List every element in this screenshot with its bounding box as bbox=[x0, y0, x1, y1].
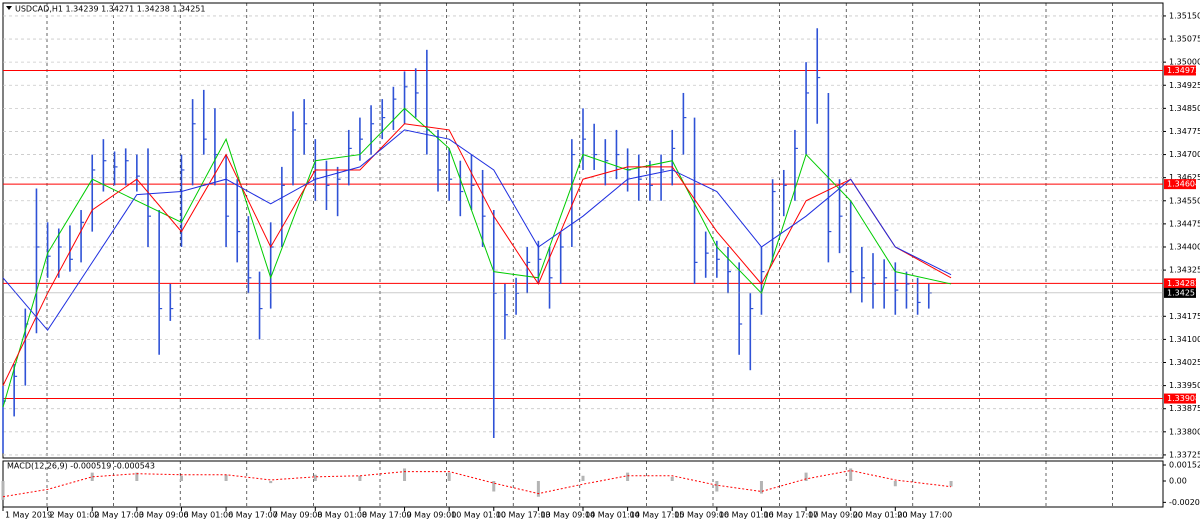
last-price-label: 1.34251 bbox=[1167, 288, 1200, 297]
level-label-bg bbox=[1164, 179, 1196, 190]
y-tick-label: 1.33875 bbox=[1169, 404, 1200, 413]
moving-average bbox=[2, 107, 952, 408]
x-tick-label: 14 May 01:00 bbox=[585, 511, 640, 520]
x-tick-label: 9 May 09:00 bbox=[407, 511, 457, 520]
x-tick-label: 16 May 01:00 bbox=[719, 511, 774, 520]
y-tick-label: 1.34400 bbox=[1169, 242, 1200, 251]
level-label-bg bbox=[1164, 393, 1196, 404]
y-tick-label: 1.33725 bbox=[1169, 450, 1200, 459]
main-frame bbox=[2, 2, 1164, 459]
level-label-bg bbox=[1164, 278, 1196, 289]
x-tick-label: 20 May 01:00 bbox=[853, 511, 908, 520]
y-tick-label: 1.34775 bbox=[1169, 127, 1200, 136]
y-tick-label: 1.34925 bbox=[1169, 81, 1200, 90]
y-tick-label: 1.35000 bbox=[1169, 58, 1200, 67]
x-tick-label: 6 May 17:00 bbox=[228, 511, 278, 520]
level-label: 1.34282 bbox=[1167, 279, 1200, 288]
level-label: 1.34973 bbox=[1167, 66, 1200, 75]
last-price-bg bbox=[1164, 287, 1196, 298]
x-tick-label: 3 May 09:00 bbox=[139, 511, 189, 520]
x-tick-label: 8 May 01:00 bbox=[317, 511, 367, 520]
y-tick-label: 0.00 bbox=[1169, 477, 1187, 486]
x-tick-label: 2 May 17:00 bbox=[94, 511, 144, 520]
x-tick-label: 10 May 17:00 bbox=[496, 511, 551, 520]
menu-icon[interactable] bbox=[6, 6, 12, 10]
y-tick-label: 1.34025 bbox=[1169, 358, 1200, 367]
level-label: 1.34604 bbox=[1167, 180, 1200, 189]
chart-title: USDCAD,H1 1.34239 1.34271 1.34238 1.3425… bbox=[15, 5, 205, 14]
x-tick-label: 8 May 17:00 bbox=[362, 511, 412, 520]
x-tick-label: 10 May 01:00 bbox=[451, 511, 506, 520]
y-tick-label: 1.35075 bbox=[1169, 35, 1200, 44]
moving-average bbox=[2, 129, 952, 331]
moving-average bbox=[2, 123, 952, 386]
y-tick-label: 1.35150 bbox=[1169, 11, 1200, 20]
macd-title: MACD(12,26,9) -0.000519 -0.000543 bbox=[7, 462, 155, 471]
y-tick-label: 1.34475 bbox=[1169, 219, 1200, 228]
y-tick-label: 1.34625 bbox=[1169, 173, 1200, 182]
x-tick-label: 13 May 09:00 bbox=[540, 511, 595, 520]
y-tick-label: 1.34325 bbox=[1169, 266, 1200, 275]
x-tick-label: 20 May 17:00 bbox=[897, 511, 952, 520]
x-tick-label: 16 May 17:00 bbox=[763, 511, 818, 520]
x-tick-label: 2 May 01:00 bbox=[50, 511, 100, 520]
y-tick-label: 1.34175 bbox=[1169, 312, 1200, 321]
level-label-bg bbox=[1164, 65, 1196, 76]
macd-signal bbox=[2, 470, 952, 498]
x-tick-label: 15 May 09:00 bbox=[674, 511, 729, 520]
y-tick-label: 1.34100 bbox=[1169, 335, 1200, 344]
x-tick-label: 14 May 17:00 bbox=[630, 511, 685, 520]
y-tick-label: -0.002037 bbox=[1169, 498, 1200, 507]
y-tick-label: 1.33800 bbox=[1169, 427, 1200, 436]
y-tick-label: 1.34850 bbox=[1169, 104, 1200, 113]
y-tick-label: 0.001527 bbox=[1169, 461, 1200, 470]
y-tick-label: 1.34550 bbox=[1169, 196, 1200, 205]
x-tick-label: 1 May 2019 bbox=[5, 511, 52, 520]
x-tick-label: 6 May 01:00 bbox=[183, 511, 233, 520]
level-label: 1.33908 bbox=[1167, 394, 1200, 403]
y-tick-label: 1.34700 bbox=[1169, 150, 1200, 159]
x-tick-label: 17 May 09:00 bbox=[808, 511, 863, 520]
y-tick-label: 1.33950 bbox=[1169, 381, 1200, 390]
x-tick-label: 7 May 09:00 bbox=[273, 511, 323, 520]
